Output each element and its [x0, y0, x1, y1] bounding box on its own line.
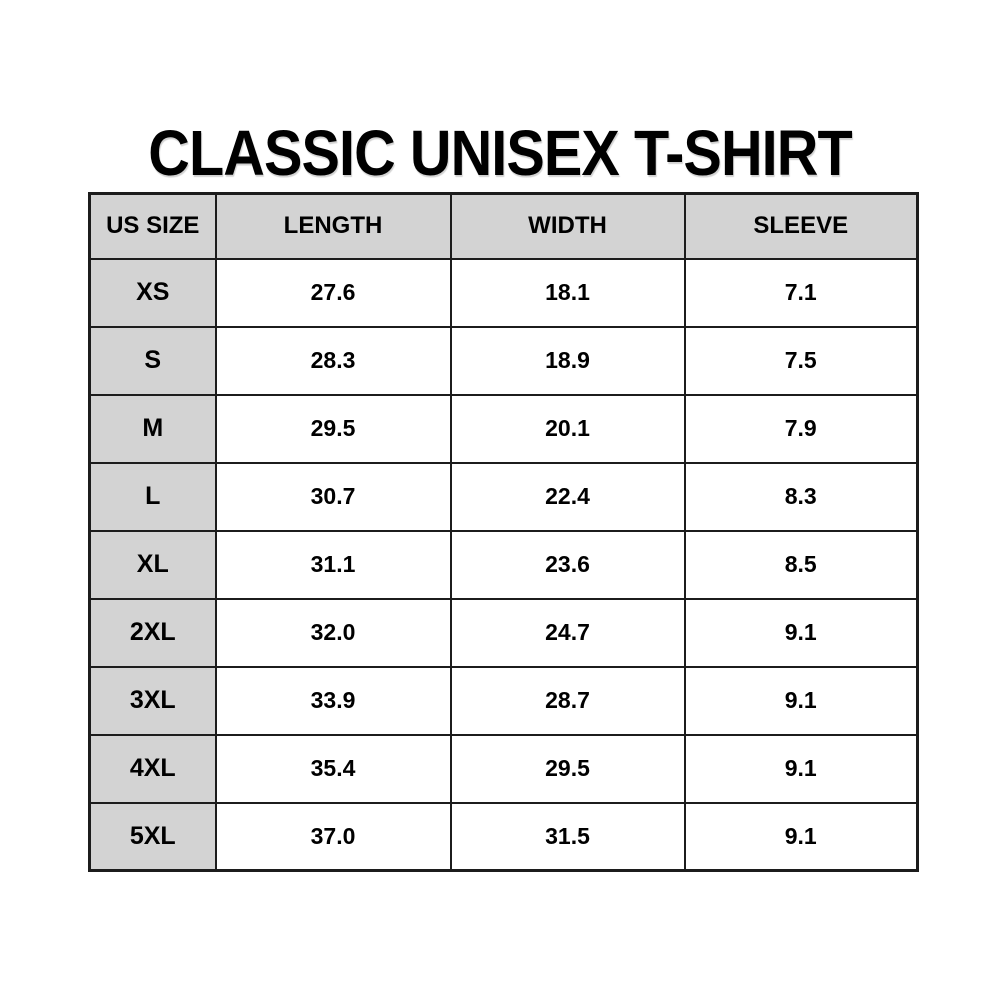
measurement-cell: 9.1 — [683, 733, 919, 804]
header-row: US SIZE LENGTH WIDTH SLEEVE — [88, 192, 919, 260]
size-label-cell: 2XL — [88, 597, 217, 668]
measurement-cell: 8.5 — [683, 529, 919, 600]
measurement-cell: 27.6 — [214, 257, 452, 328]
table-row: 3XL 33.9 28.7 9.1 — [88, 665, 919, 736]
size-table-body: XS 27.6 18.1 7.1 S 28.3 18.9 7.5 M 29.5 20.1 7.9 L 30… — [88, 257, 919, 872]
column-header-length: LENGTH — [214, 192, 452, 260]
measurement-cell: 20.1 — [449, 393, 686, 464]
measurement-cell: 9.1 — [683, 801, 919, 872]
measurement-cell: 7.5 — [683, 325, 919, 396]
measurement-cell: 33.9 — [214, 665, 452, 736]
measurement-cell: 31.1 — [214, 529, 452, 600]
size-chart-table: US SIZE LENGTH WIDTH SLEEVE XS 27.6 18.1 7.… — [88, 192, 919, 872]
measurement-cell: 9.1 — [683, 665, 919, 736]
size-label-cell: 5XL — [88, 801, 217, 872]
table-row: XS 27.6 18.1 7.1 — [88, 257, 919, 328]
measurement-cell: 28.7 — [449, 665, 686, 736]
column-header-us-size: US SIZE — [88, 192, 217, 260]
size-label-cell: S — [88, 325, 217, 396]
column-header-sleeve: SLEEVE — [683, 192, 919, 260]
table-row: 4XL 35.4 29.5 9.1 — [88, 733, 919, 804]
size-label-cell: M — [88, 393, 217, 464]
measurement-cell: 29.5 — [449, 733, 686, 804]
table-row: XL 31.1 23.6 8.5 — [88, 529, 919, 600]
measurement-cell: 31.5 — [449, 801, 686, 872]
measurement-cell: 22.4 — [449, 461, 686, 532]
measurement-cell: 24.7 — [449, 597, 686, 668]
measurement-cell: 18.1 — [449, 257, 686, 328]
measurement-cell: 18.9 — [449, 325, 686, 396]
column-header-width: WIDTH — [449, 192, 686, 260]
measurement-cell: 28.3 — [214, 325, 452, 396]
table-row: L 30.7 22.4 8.3 — [88, 461, 919, 532]
table-row: 5XL 37.0 31.5 9.1 — [88, 801, 919, 872]
measurement-cell: 8.3 — [683, 461, 919, 532]
table-row: S 28.3 18.9 7.5 — [88, 325, 919, 396]
size-label-cell: 4XL — [88, 733, 217, 804]
measurement-cell: 7.9 — [683, 393, 919, 464]
measurement-cell: 32.0 — [214, 597, 452, 668]
page-title: CLASSIC UNISEX T-SHIRT — [148, 117, 852, 189]
measurement-cell: 35.4 — [214, 733, 452, 804]
size-label-cell: XL — [88, 529, 217, 600]
size-label-cell: 3XL — [88, 665, 217, 736]
measurement-cell: 37.0 — [214, 801, 452, 872]
measurement-cell: 9.1 — [683, 597, 919, 668]
size-label-cell: XS — [88, 257, 217, 328]
measurement-cell: 30.7 — [214, 461, 452, 532]
measurement-cell: 23.6 — [449, 529, 686, 600]
measurement-cell: 7.1 — [683, 257, 919, 328]
size-label-cell: L — [88, 461, 217, 532]
measurement-cell: 29.5 — [214, 393, 452, 464]
table-row: 2XL 32.0 24.7 9.1 — [88, 597, 919, 668]
table-row: M 29.5 20.1 7.9 — [88, 393, 919, 464]
